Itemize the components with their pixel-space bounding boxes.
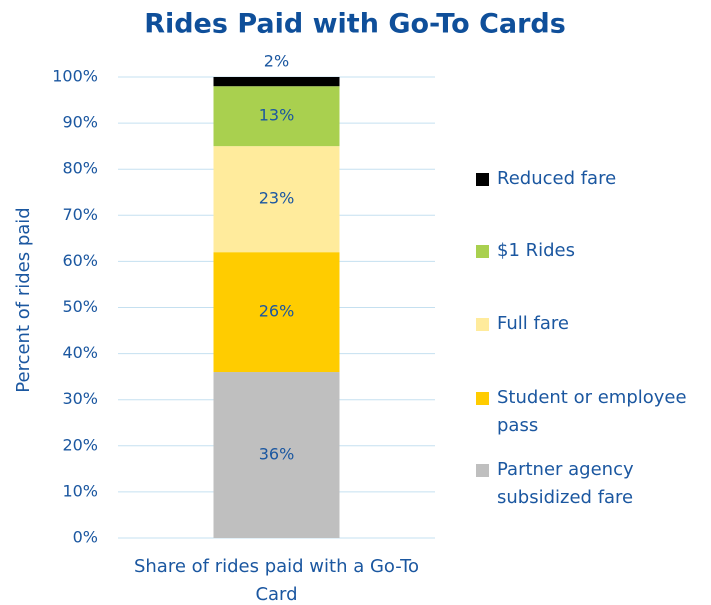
legend-label: Full fare xyxy=(497,313,569,334)
bar-segment xyxy=(213,372,340,538)
legend-item: Reduced fare xyxy=(476,165,711,193)
data-label: 13% xyxy=(259,106,295,125)
y-tick-label: 10% xyxy=(62,481,98,500)
legend-item: Partner agency subsidized fare xyxy=(476,456,711,512)
legend-item: Student or employee pass xyxy=(476,384,711,440)
y-tick-label: 70% xyxy=(62,205,98,224)
data-label: 2% xyxy=(264,52,289,71)
y-tick-label: 50% xyxy=(62,297,98,316)
data-label: 26% xyxy=(259,302,295,321)
x-label-box: Share of rides paid with a Go-To Card xyxy=(133,556,420,605)
chart-title: Rides Paid with Go-To Cards xyxy=(144,9,566,40)
y-tick-label: 40% xyxy=(62,343,98,362)
bar-segment xyxy=(213,252,340,373)
legend-swatch xyxy=(476,392,489,405)
bar-segment xyxy=(213,86,340,147)
x-tick-label: Share of rides paid with a Go-To Card xyxy=(133,556,420,605)
data-label: 36% xyxy=(259,445,295,464)
legend-row: Partner agency subsidized fare xyxy=(476,456,711,512)
data-label: 23% xyxy=(259,189,295,208)
y-axis-label: Percent of rides paid xyxy=(13,207,34,392)
legend-row: Student or employee pass xyxy=(476,384,711,440)
legend-swatch xyxy=(476,173,489,186)
bar-segment xyxy=(213,77,340,87)
y-tick-label: 80% xyxy=(62,159,98,178)
legend-label: $1 Rides xyxy=(497,240,576,261)
legend-label: Reduced fare xyxy=(497,168,617,189)
legend-item: $1 Rides xyxy=(476,237,711,265)
legend-swatch xyxy=(476,245,489,258)
legend-label: Student or employee pass xyxy=(497,387,687,436)
legend-label: Partner agency subsidized fare xyxy=(497,459,634,508)
bar-segment xyxy=(213,146,340,253)
legend-swatch xyxy=(476,464,489,477)
y-tick-label: 100% xyxy=(52,67,98,86)
legend-row: Full fare xyxy=(476,310,711,338)
legend-item: Full fare xyxy=(476,310,711,338)
legend-row: $1 Rides xyxy=(476,237,711,265)
y-tick-label: 60% xyxy=(62,251,98,270)
y-tick-label: 20% xyxy=(62,435,98,454)
y-tick-label: 90% xyxy=(62,113,98,132)
y-tick-label: 30% xyxy=(62,389,98,408)
y-tick-label: 0% xyxy=(73,528,98,547)
legend-row: Reduced fare xyxy=(476,165,711,193)
legend-swatch xyxy=(476,318,489,331)
